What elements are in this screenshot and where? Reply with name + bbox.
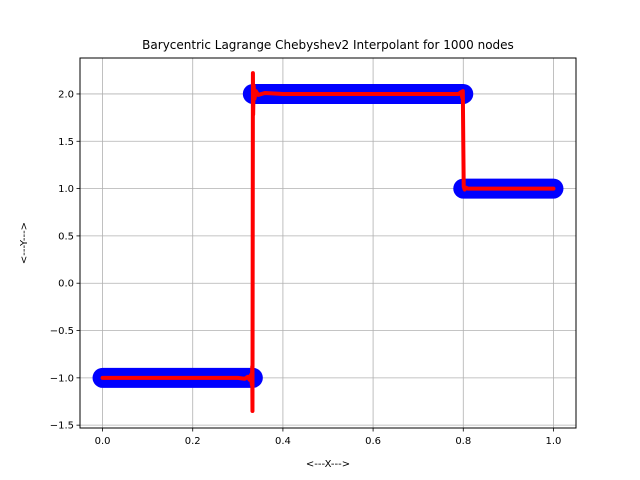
y-tick-label: −1.5 [50, 421, 74, 432]
y-tick-label: 2.0 [58, 89, 74, 100]
x-tick-label: 0.4 [275, 436, 291, 447]
y-tick-label: 0.0 [58, 279, 74, 290]
chart-title: Barycentric Lagrange Chebyshev2 Interpol… [142, 38, 514, 52]
interpolant-line [100, 71, 556, 413]
x-tick-label: 1.0 [546, 436, 562, 447]
y-tick-label: 1.5 [58, 137, 74, 148]
ticks: 0.0 0.2 0.4 0.6 0.8 1.0 −1.5 −1.0 −0.5 0.0 0.5 1.0 1… [50, 89, 562, 447]
x-tick-label: 0.8 [455, 436, 471, 447]
x-tick-label: 0.6 [365, 436, 381, 447]
y-tick-label: −0.5 [50, 326, 74, 337]
x-axis-label: <---X---> [306, 459, 350, 470]
y-tick-label: 0.5 [58, 231, 74, 242]
x-tick-label: 0.0 [95, 436, 111, 447]
axes-frame [79, 57, 577, 429]
y-tick-label: −1.0 [50, 373, 74, 384]
y-tick-label: 1.0 [58, 184, 74, 195]
y-axis-label: <---Y---> [19, 222, 30, 264]
x-tick-label: 0.2 [185, 436, 201, 447]
plot-area [92, 71, 564, 413]
